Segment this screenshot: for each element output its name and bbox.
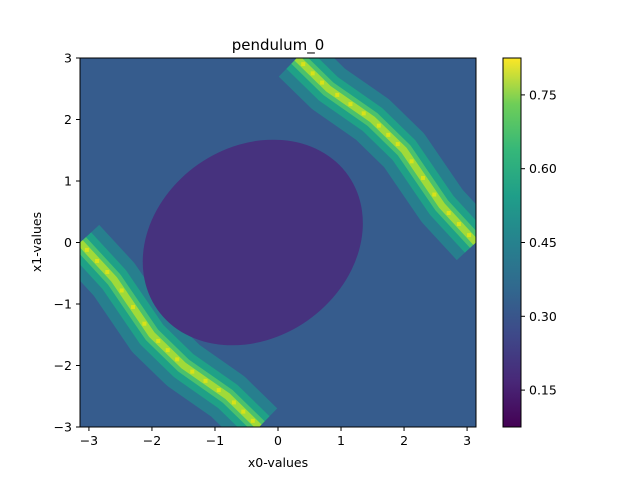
lower-left-band-peak xyxy=(231,400,236,405)
colorbar-tick-label: 0.60 xyxy=(529,161,557,176)
upper-right-band-peak xyxy=(376,123,381,128)
upper-right-band-peak xyxy=(432,192,437,197)
lower-left-band-peak xyxy=(142,321,147,326)
x-tick-label: −2 xyxy=(143,433,161,448)
lower-left-band-peak xyxy=(105,270,110,275)
colorbar-gradient xyxy=(502,57,522,428)
upper-right-band-peak xyxy=(467,233,472,238)
x-tick-label: 3 xyxy=(463,433,471,448)
x-tick-label: −1 xyxy=(206,433,224,448)
colorbar-tick-label: 0.75 xyxy=(529,87,557,102)
upper-right-band-peak xyxy=(409,159,414,164)
lower-left-band-peak xyxy=(84,247,89,252)
upper-right-band-peak xyxy=(446,210,451,215)
lower-left-band-peak xyxy=(175,357,180,362)
y-axis: −3 −2 −1 0 1 2 3 xyxy=(54,51,80,435)
upper-right-band-peak xyxy=(456,222,461,227)
x-tick-label: 1 xyxy=(337,433,345,448)
upper-right-band-peak xyxy=(420,175,425,180)
y-tick-label: 0 xyxy=(64,235,72,250)
chart-title: pendulum_0 xyxy=(232,36,325,55)
lower-left-band-peak xyxy=(119,288,124,293)
colorbar-tick-label: 0.30 xyxy=(529,309,557,324)
y-tick-label: −2 xyxy=(54,358,72,373)
x-tick-label: 0 xyxy=(274,433,282,448)
colorbar-tick-label: 0.15 xyxy=(529,383,557,398)
x-axis-label: x0-values xyxy=(248,455,308,470)
y-tick-label: 3 xyxy=(64,51,72,66)
y-tick-label: −3 xyxy=(54,420,72,435)
lower-left-band-peak xyxy=(95,258,100,263)
x-tick-label: −3 xyxy=(80,433,98,448)
upper-right-band-peak xyxy=(386,132,391,137)
upper-right-band-peak xyxy=(395,142,400,147)
y-tick-label: 1 xyxy=(64,174,72,189)
upper-right-band-peak xyxy=(301,62,306,67)
lower-left-band-peak xyxy=(165,348,170,353)
lower-left-band-peak xyxy=(190,369,195,374)
upper-right-band-peak xyxy=(320,80,325,85)
upper-right-band-peak xyxy=(361,111,366,116)
upper-right-band-peak xyxy=(348,102,353,107)
lower-left-band-peak xyxy=(216,388,221,393)
x-axis: −3 −2 −1 0 1 2 3 xyxy=(80,427,471,448)
y-tick-label: 2 xyxy=(64,112,72,127)
central-ellipse xyxy=(142,139,363,346)
upper-right-band-peak xyxy=(310,71,315,76)
lower-left-band-peak xyxy=(203,378,208,383)
lower-left-band-peak xyxy=(250,418,255,423)
x-tick-label: 2 xyxy=(400,433,408,448)
colorbar: 0.15 0.30 0.45 0.60 0.75 xyxy=(502,57,557,428)
lower-left-band-peak xyxy=(156,338,161,343)
y-tick-label: −1 xyxy=(54,297,72,312)
colorbar-tick-label: 0.45 xyxy=(529,235,557,250)
lower-left-band-peak xyxy=(241,409,246,414)
upper-right-band-peak xyxy=(335,92,340,97)
y-axis-label: x1-values xyxy=(29,212,44,272)
contour-plot xyxy=(80,58,476,427)
lower-left-band-peak xyxy=(131,305,136,310)
